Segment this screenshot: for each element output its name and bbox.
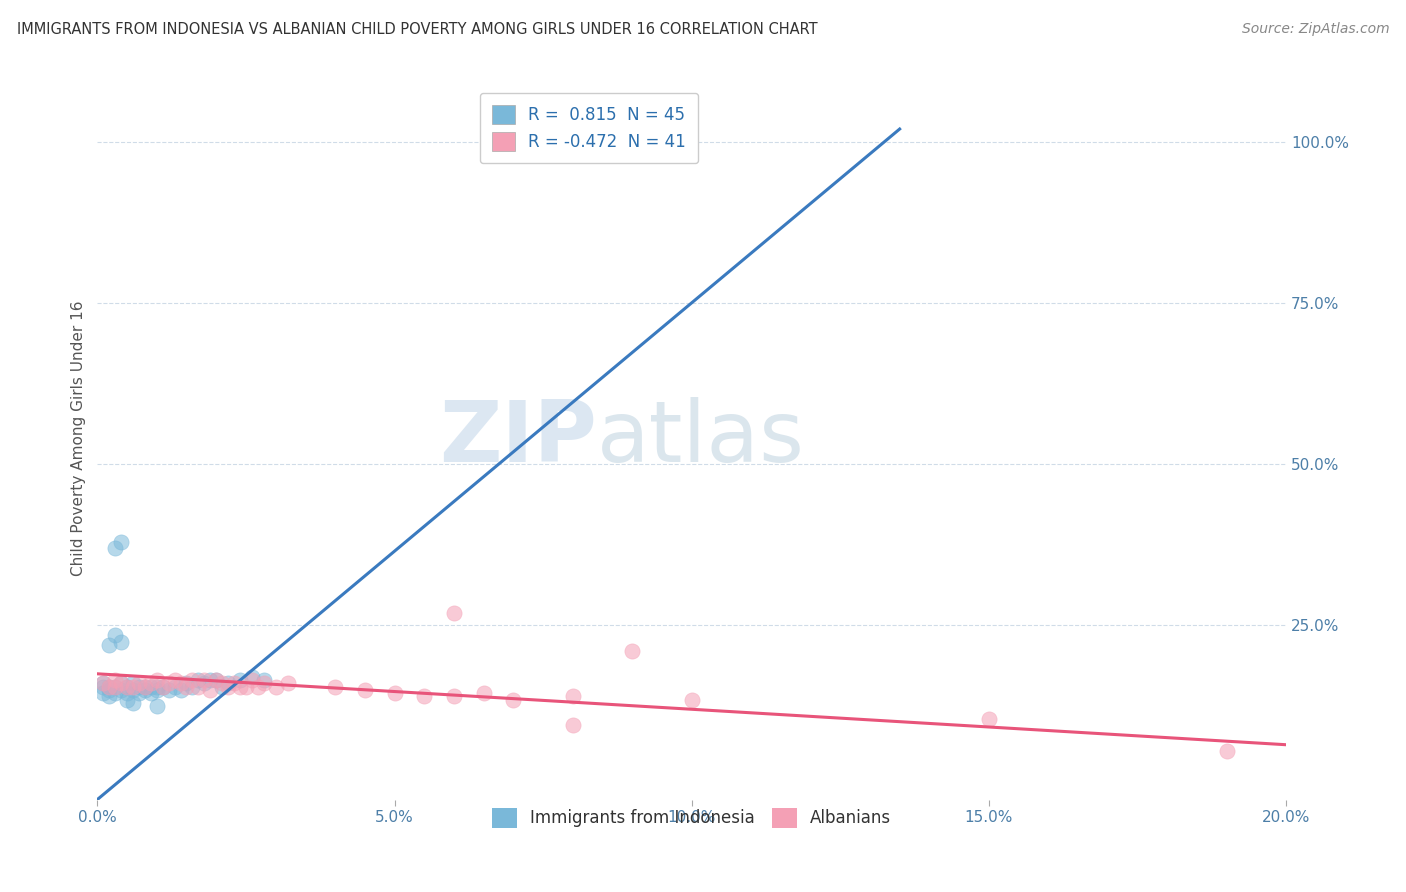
Point bbox=[413, 690, 436, 704]
Point bbox=[110, 682, 132, 697]
Point bbox=[176, 680, 198, 694]
Point bbox=[1215, 744, 1237, 758]
Point bbox=[176, 676, 198, 690]
Point bbox=[122, 696, 145, 710]
Point bbox=[264, 680, 287, 694]
Point bbox=[139, 686, 162, 700]
Point bbox=[205, 673, 228, 688]
Point bbox=[277, 676, 299, 690]
Point bbox=[193, 676, 215, 690]
Point bbox=[110, 634, 132, 648]
Point bbox=[91, 676, 114, 690]
Point bbox=[621, 644, 644, 658]
Point bbox=[104, 673, 127, 688]
Point bbox=[146, 682, 169, 697]
Point bbox=[98, 682, 121, 697]
Point bbox=[561, 718, 583, 732]
Point bbox=[122, 676, 145, 690]
Point bbox=[200, 682, 222, 697]
Point bbox=[353, 682, 375, 697]
Point bbox=[122, 680, 145, 694]
Point bbox=[217, 680, 239, 694]
Point bbox=[104, 541, 127, 555]
Point bbox=[128, 686, 150, 700]
Point bbox=[443, 690, 465, 704]
Text: Source: ZipAtlas.com: Source: ZipAtlas.com bbox=[1241, 22, 1389, 37]
Point bbox=[146, 673, 169, 688]
Point bbox=[134, 682, 156, 697]
Point bbox=[139, 680, 162, 694]
Point bbox=[157, 682, 180, 697]
Point bbox=[104, 680, 127, 694]
Point bbox=[115, 692, 138, 706]
Point bbox=[384, 686, 406, 700]
Point bbox=[472, 686, 495, 700]
Point bbox=[229, 680, 252, 694]
Point bbox=[240, 673, 263, 688]
Point bbox=[169, 682, 191, 697]
Point bbox=[122, 682, 145, 697]
Point bbox=[443, 606, 465, 620]
Point bbox=[977, 712, 1000, 726]
Text: atlas: atlas bbox=[596, 397, 804, 480]
Point bbox=[157, 676, 180, 690]
Point bbox=[253, 673, 276, 688]
Point bbox=[193, 673, 215, 688]
Point bbox=[323, 680, 346, 694]
Legend: Immigrants from Indonesia, Albanians: Immigrants from Indonesia, Albanians bbox=[485, 801, 898, 835]
Point bbox=[253, 676, 276, 690]
Point bbox=[91, 676, 114, 690]
Point bbox=[91, 686, 114, 700]
Point bbox=[211, 680, 233, 694]
Point bbox=[217, 676, 239, 690]
Point bbox=[115, 686, 138, 700]
Y-axis label: Child Poverty Among Girls Under 16: Child Poverty Among Girls Under 16 bbox=[72, 301, 86, 576]
Point bbox=[163, 680, 186, 694]
Point bbox=[98, 638, 121, 652]
Point bbox=[98, 680, 121, 694]
Point bbox=[681, 692, 703, 706]
Point bbox=[181, 673, 204, 688]
Point bbox=[235, 680, 257, 694]
Point bbox=[229, 673, 252, 688]
Point bbox=[98, 690, 121, 704]
Point bbox=[104, 628, 127, 642]
Point bbox=[187, 673, 209, 688]
Point bbox=[205, 673, 228, 688]
Point bbox=[152, 680, 174, 694]
Point bbox=[110, 676, 132, 690]
Point bbox=[128, 676, 150, 690]
Point bbox=[152, 680, 174, 694]
Point bbox=[211, 676, 233, 690]
Point bbox=[169, 676, 191, 690]
Point bbox=[128, 680, 150, 694]
Point bbox=[246, 680, 269, 694]
Point bbox=[139, 676, 162, 690]
Point bbox=[134, 680, 156, 694]
Point bbox=[91, 680, 114, 694]
Point bbox=[163, 673, 186, 688]
Point bbox=[110, 534, 132, 549]
Point bbox=[115, 680, 138, 694]
Text: ZIP: ZIP bbox=[439, 397, 596, 480]
Point bbox=[146, 680, 169, 694]
Point bbox=[200, 673, 222, 688]
Point bbox=[110, 676, 132, 690]
Point bbox=[181, 680, 204, 694]
Point bbox=[146, 699, 169, 714]
Point bbox=[561, 690, 583, 704]
Point bbox=[134, 680, 156, 694]
Point bbox=[502, 692, 524, 706]
Point bbox=[104, 686, 127, 700]
Point bbox=[104, 680, 127, 694]
Point bbox=[187, 680, 209, 694]
Text: IMMIGRANTS FROM INDONESIA VS ALBANIAN CHILD POVERTY AMONG GIRLS UNDER 16 CORRELA: IMMIGRANTS FROM INDONESIA VS ALBANIAN CH… bbox=[17, 22, 817, 37]
Point bbox=[115, 680, 138, 694]
Point bbox=[98, 680, 121, 694]
Point bbox=[240, 670, 263, 684]
Point bbox=[222, 676, 245, 690]
